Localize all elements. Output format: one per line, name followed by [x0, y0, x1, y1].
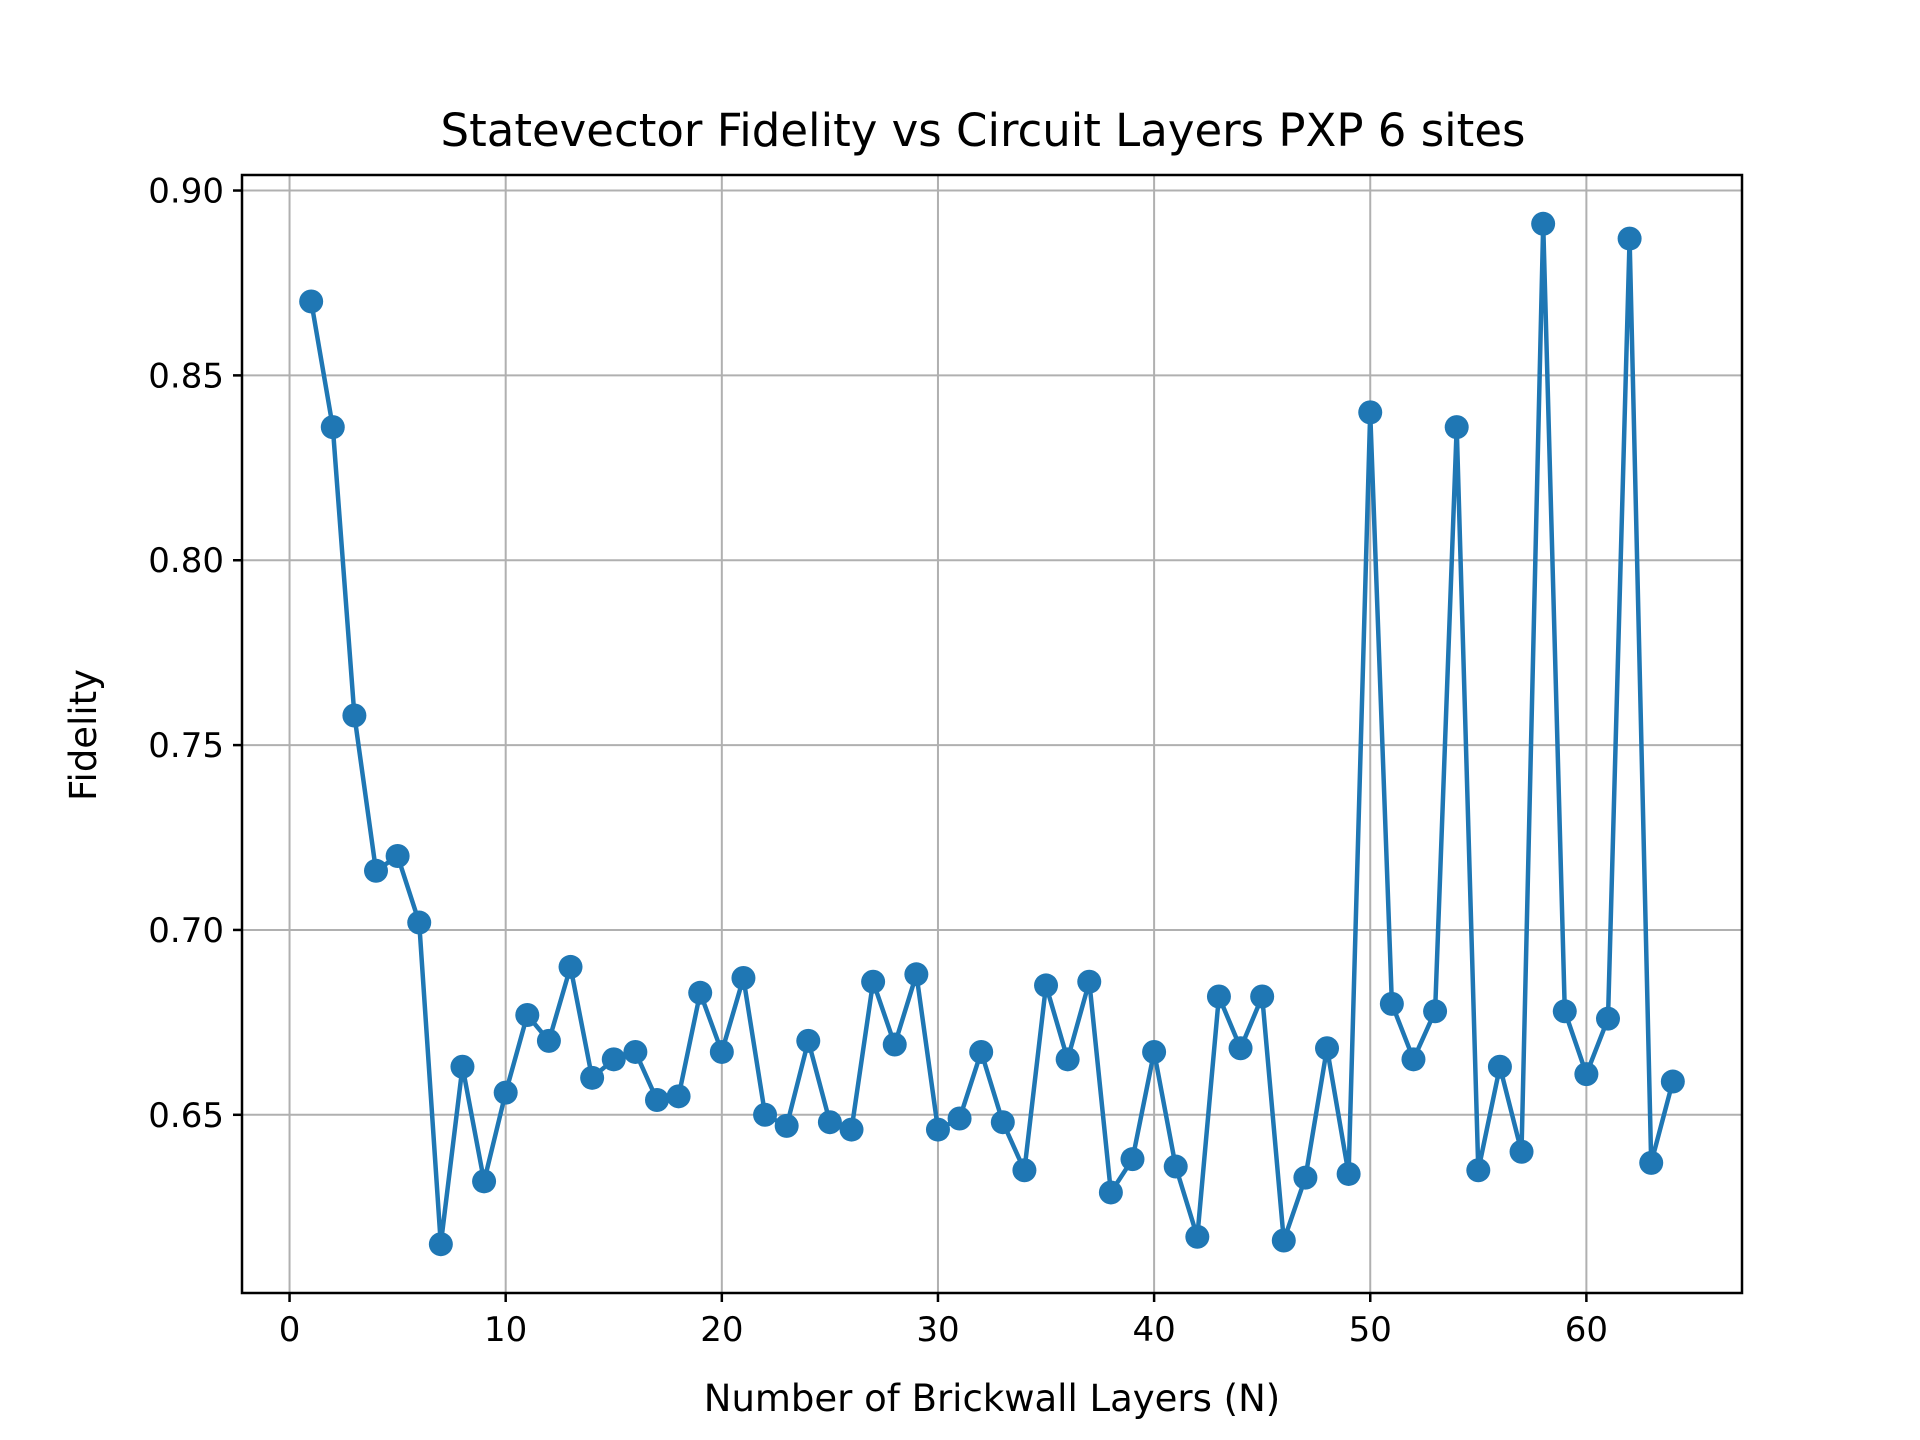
data-point [882, 1032, 907, 1057]
data-point [580, 1065, 605, 1090]
data-point [1639, 1150, 1664, 1175]
data-point [320, 415, 345, 440]
x-tick-label: 20 [700, 1310, 743, 1350]
data-point [1250, 984, 1275, 1009]
data-point [472, 1169, 497, 1194]
x-tick-label: 50 [1349, 1310, 1392, 1350]
data-point [1379, 991, 1404, 1016]
data-point [947, 1106, 972, 1131]
data-point [990, 1110, 1015, 1135]
data-point [1336, 1161, 1361, 1186]
data-point [450, 1054, 475, 1079]
data-point [1574, 1062, 1599, 1087]
data-point [601, 1047, 626, 1072]
data-point [1444, 415, 1469, 440]
data-point [1315, 1036, 1340, 1061]
data-point [558, 954, 583, 979]
data-point [1271, 1228, 1296, 1253]
y-axis-label: Fidelity [62, 669, 105, 801]
data-point [709, 1039, 734, 1064]
data-point [1163, 1154, 1188, 1179]
data-point [536, 1028, 561, 1053]
y-tick-label: 0.65 [148, 1096, 224, 1136]
y-tick-label: 0.80 [148, 541, 224, 581]
data-point [644, 1088, 669, 1113]
data-point [1487, 1054, 1512, 1079]
axis-ticks: 0 10 20 30 40 50 60 0.65 0.70 0.75 0.80 0.85 0.90 [148, 172, 1608, 1350]
chart-title: Statevector Fidelity vs Circuit Layers P… [441, 104, 1526, 157]
data-point [1552, 999, 1577, 1024]
data-point [1206, 984, 1231, 1009]
data-point [428, 1232, 453, 1257]
data-point [1012, 1158, 1037, 1183]
plot-frame [240, 173, 1744, 1295]
data-point [817, 1110, 842, 1135]
data-point [904, 962, 929, 987]
data-point [623, 1039, 648, 1064]
data-point [1077, 969, 1102, 994]
x-tick-label: 0 [279, 1310, 301, 1350]
data-point [407, 910, 432, 935]
data-point [753, 1102, 778, 1127]
series-line [308, 221, 1675, 1247]
data-point [1120, 1147, 1145, 1172]
data-point [1293, 1165, 1318, 1190]
x-tick-label: 60 [1565, 1310, 1608, 1350]
data-point [493, 1080, 518, 1105]
data-point [969, 1039, 994, 1064]
data-point [1509, 1139, 1534, 1164]
data-point [364, 858, 389, 883]
data-point [385, 844, 410, 869]
data-point [688, 980, 713, 1005]
data-point [1423, 999, 1448, 1024]
data-point [1660, 1069, 1685, 1094]
data-point [1358, 400, 1383, 425]
x-tick-label: 10 [484, 1310, 527, 1350]
data-point [774, 1113, 799, 1138]
data-point [299, 289, 324, 314]
data-point [515, 1002, 540, 1027]
data-point [1531, 211, 1556, 236]
data-point [666, 1084, 691, 1109]
data-point [1466, 1158, 1491, 1183]
data-point [1142, 1039, 1167, 1064]
data-point [731, 966, 756, 991]
data-point [342, 703, 367, 728]
y-tick-label: 0.85 [148, 356, 224, 396]
data-point [796, 1028, 821, 1053]
grid [242, 175, 1742, 1293]
y-tick-label: 0.70 [148, 911, 224, 951]
data-point [1595, 1006, 1620, 1031]
data-point [1185, 1224, 1210, 1249]
data-series [299, 211, 1685, 1257]
x-axis-label: Number of Brickwall Layers (N) [704, 1377, 1280, 1420]
data-point [1034, 973, 1059, 998]
data-point [1055, 1047, 1080, 1072]
data-point [861, 969, 886, 994]
x-tick-label: 40 [1132, 1310, 1175, 1350]
data-point [1617, 226, 1642, 251]
data-point [1228, 1036, 1253, 1061]
data-point [1098, 1180, 1123, 1205]
y-tick-label: 0.90 [148, 172, 224, 212]
x-tick-label: 30 [916, 1310, 959, 1350]
data-point [839, 1117, 864, 1142]
data-point [1401, 1047, 1426, 1072]
y-tick-label: 0.75 [148, 726, 224, 766]
data-point [925, 1117, 950, 1142]
